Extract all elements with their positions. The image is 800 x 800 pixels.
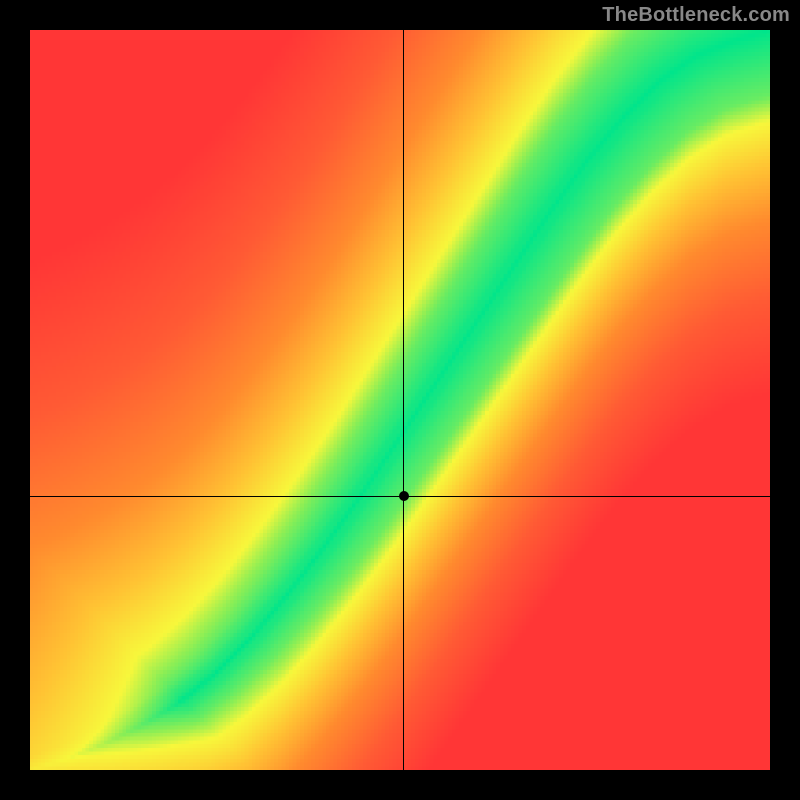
chart-container: TheBottleneck.com — [0, 0, 800, 800]
plot-area — [30, 30, 770, 770]
watermark-text: TheBottleneck.com — [602, 4, 790, 27]
heatmap-canvas — [30, 30, 770, 770]
